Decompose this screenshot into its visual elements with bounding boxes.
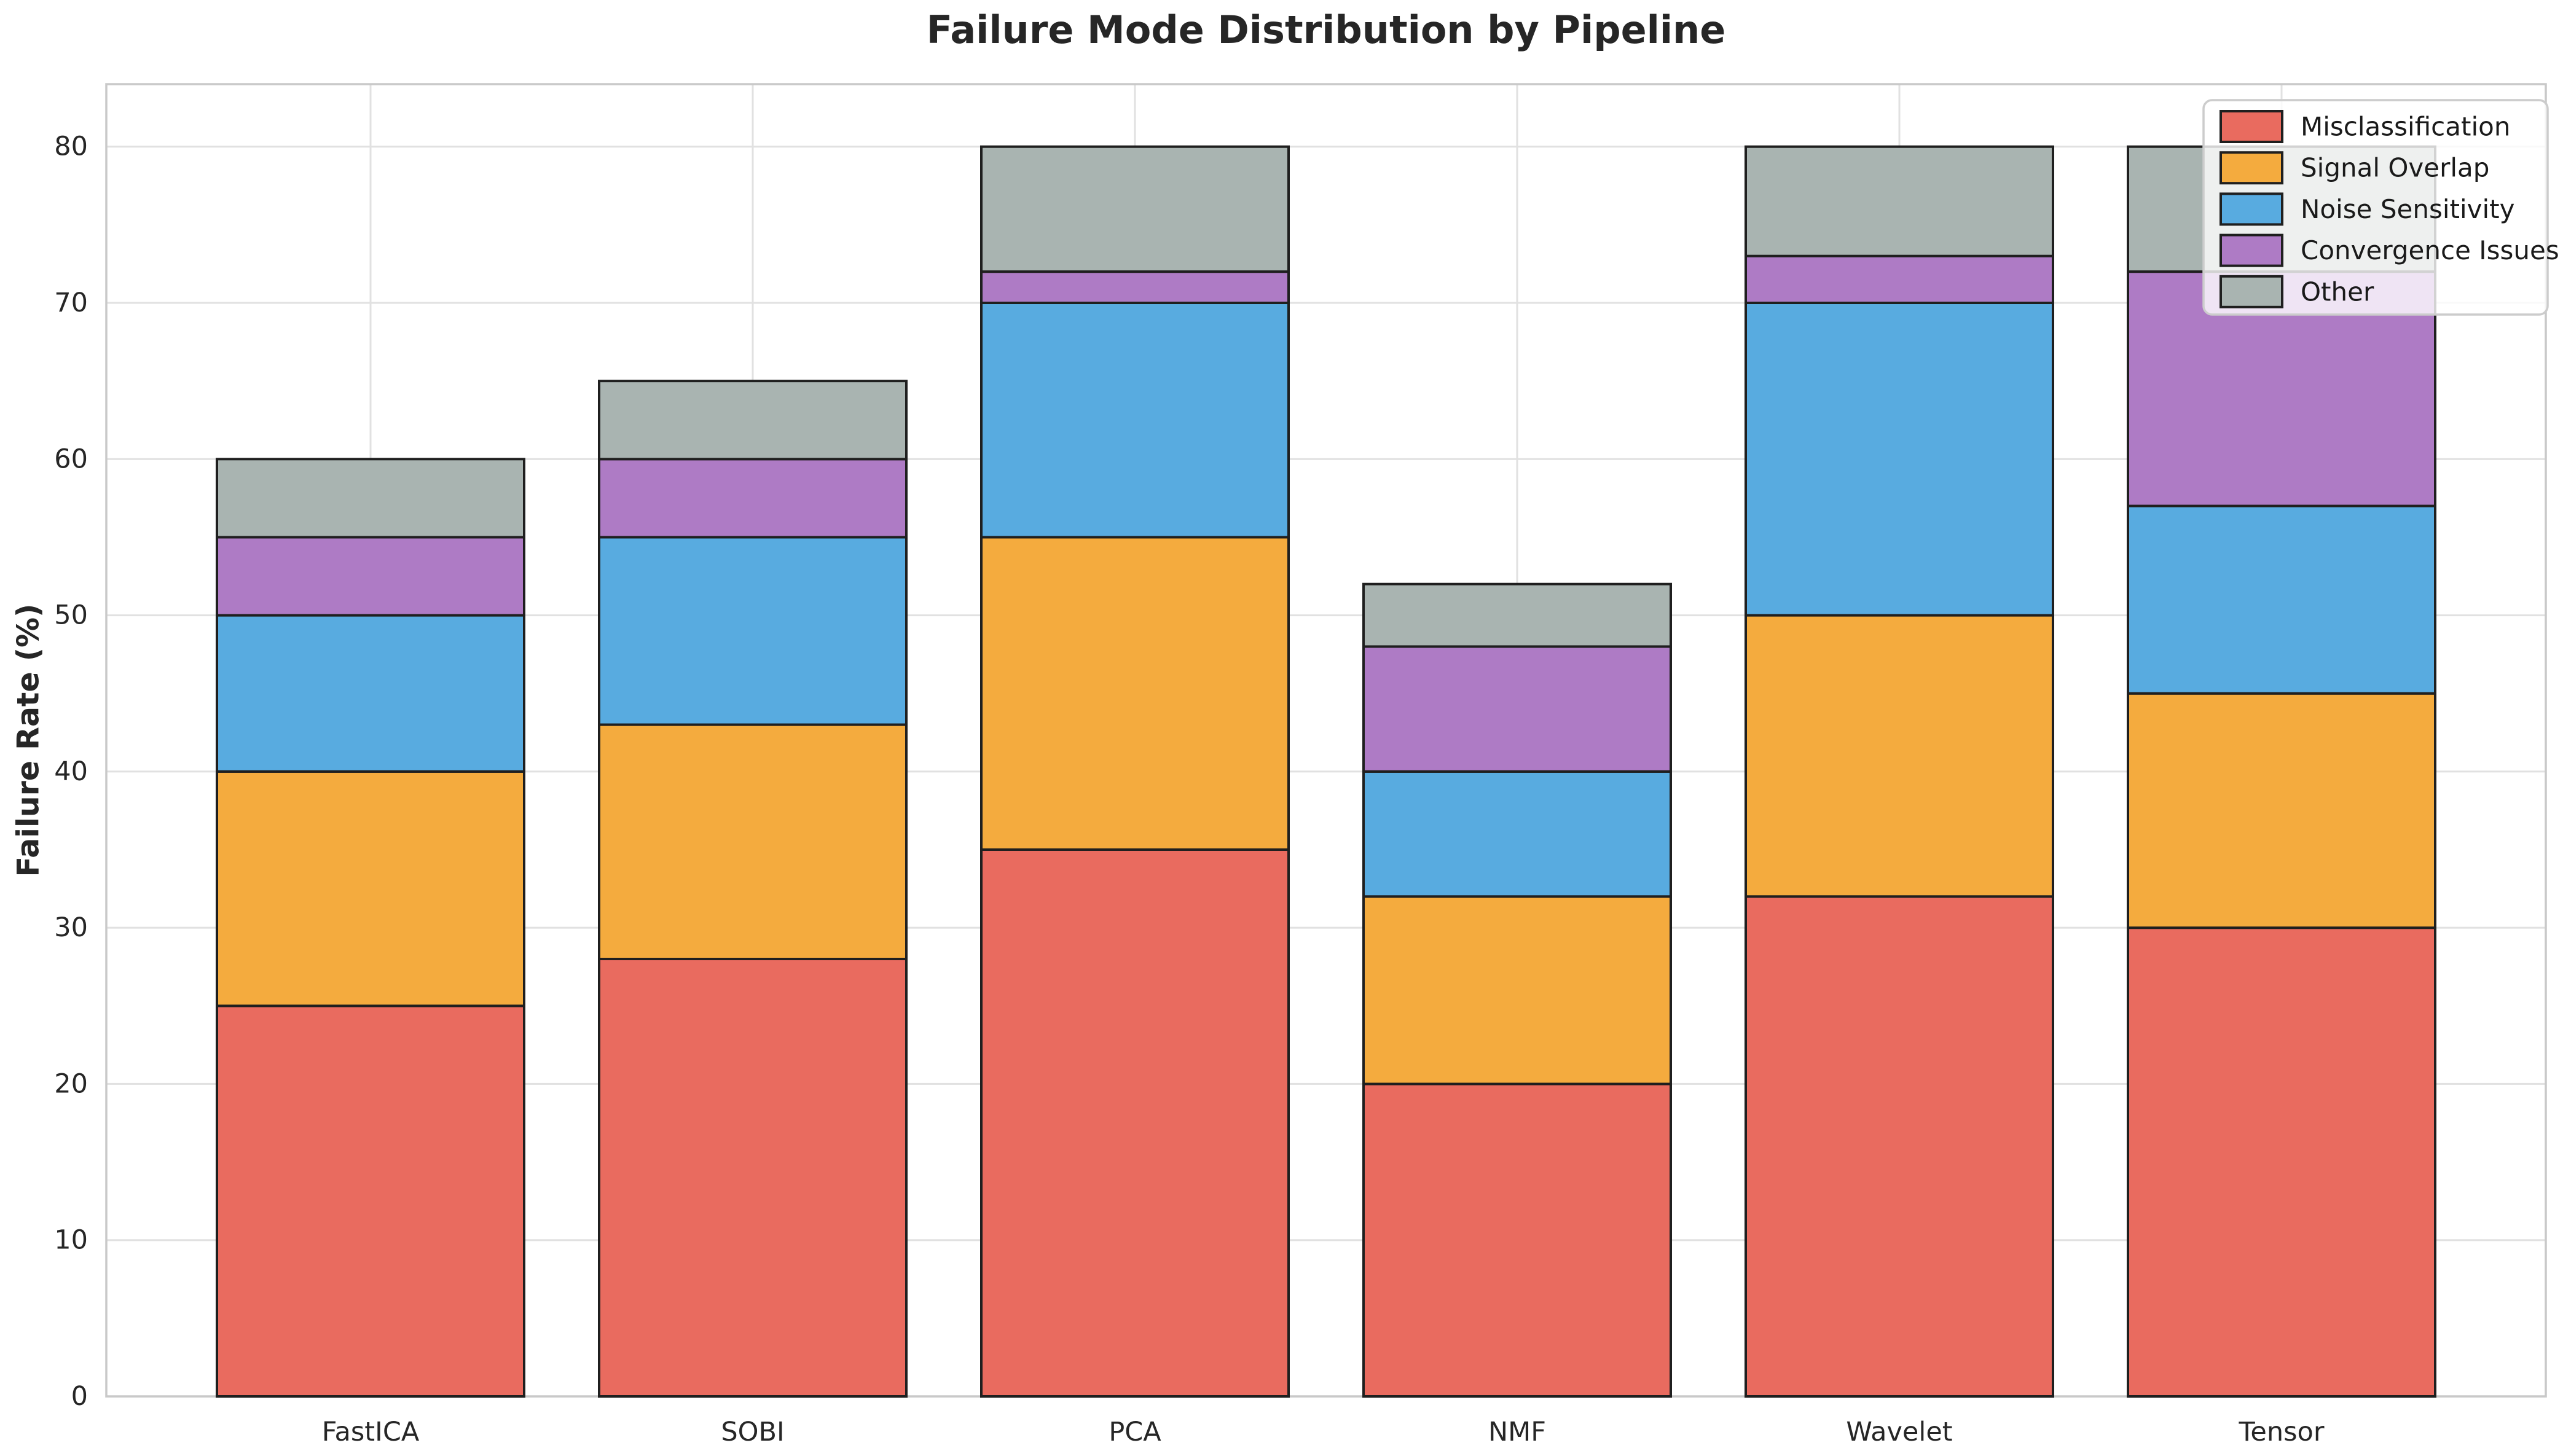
legend-label: Misclassification: [2301, 112, 2510, 142]
legend-swatch: [2220, 192, 2283, 226]
y-tick-label: 50: [54, 600, 88, 631]
bar-segment: [598, 958, 908, 1398]
legend-box: [2202, 99, 2549, 316]
bar-segment: [216, 1004, 525, 1398]
axes-spines: [105, 83, 2547, 1398]
bar-segment: [598, 723, 908, 960]
y-tick-label: 10: [54, 1225, 88, 1256]
bar-segment: [1362, 1082, 1672, 1398]
bar-segment: [598, 536, 908, 726]
bar-segment: [1745, 614, 2054, 898]
bar-segment: [1362, 645, 1672, 773]
bar-segment: [1745, 302, 2054, 617]
legend-label: Noise Sensitivity: [2301, 194, 2515, 224]
bar-segment: [2127, 926, 2436, 1398]
chart-title: Failure Mode Distribution by Pipeline: [926, 7, 1726, 52]
bar-segment: [1745, 145, 2054, 257]
bar-segment: [216, 536, 525, 617]
y-tick-label: 40: [54, 756, 88, 787]
x-tick-label: Wavelet: [1846, 1417, 1952, 1447]
bar-segment: [1745, 254, 2054, 305]
legend-label: Other: [2301, 276, 2374, 307]
y-tick-label: 80: [54, 131, 88, 162]
legend-swatch: [2220, 233, 2283, 267]
y-tick-label: 0: [71, 1381, 88, 1412]
legend-label: Convergence Issues: [2301, 235, 2559, 265]
bar-segment: [2127, 692, 2436, 930]
bar-segment: [1362, 895, 1672, 1086]
legend-swatch: [2220, 151, 2283, 185]
y-tick-label: 70: [54, 288, 88, 318]
bar-segment: [598, 458, 908, 539]
bar-segment: [598, 380, 908, 461]
x-tick-label: NMF: [1488, 1417, 1546, 1447]
bar-segment: [216, 614, 525, 773]
y-tick-label: 60: [54, 444, 88, 474]
x-tick-label: PCA: [1109, 1417, 1161, 1447]
bar-segment: [980, 302, 1290, 539]
bar-segment: [216, 770, 525, 1008]
bar-segment: [1362, 770, 1672, 898]
bar-segment: [980, 536, 1290, 851]
legend-label: Signal Overlap: [2301, 153, 2489, 183]
x-tick-label: FastICA: [322, 1417, 420, 1447]
bar-segment: [216, 458, 525, 539]
legend-swatch: [2220, 110, 2283, 143]
bar-segment: [1745, 895, 2054, 1398]
bar-segment: [980, 848, 1290, 1398]
y-tick-label: 30: [54, 912, 88, 943]
bar-segment: [1362, 582, 1672, 648]
legend-swatch: [2220, 275, 2283, 308]
bar-segment: [980, 270, 1290, 304]
bar-segment: [980, 145, 1290, 273]
x-tick-label: Tensor: [2238, 1417, 2324, 1447]
x-tick-label: SOBI: [721, 1417, 784, 1447]
bar-segment: [2127, 504, 2436, 695]
y-tick-label: 20: [54, 1068, 88, 1099]
